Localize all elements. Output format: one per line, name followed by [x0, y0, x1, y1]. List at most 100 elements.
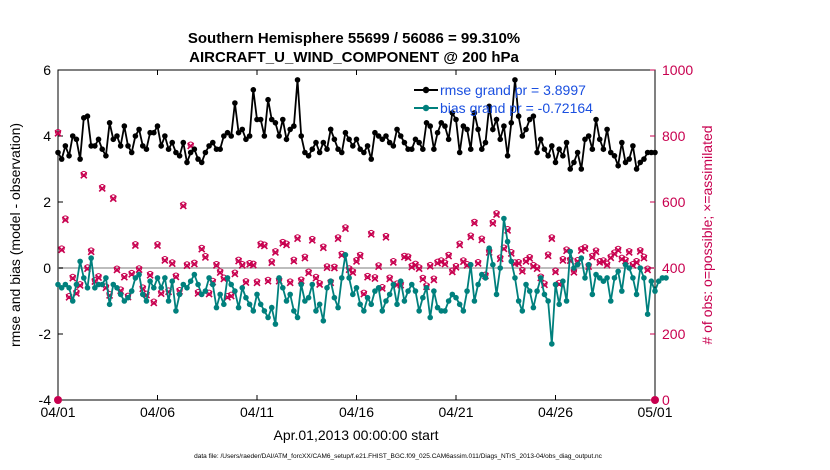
obs-possible-point — [62, 215, 69, 222]
obs-possible-point — [626, 248, 633, 255]
y-left-tick-label: -2 — [39, 326, 52, 342]
obs-assimilated-point — [308, 236, 316, 244]
obs-assimilated-point — [478, 236, 486, 244]
obs-assimilated-point — [135, 266, 143, 274]
y-left-tick-label: 6 — [43, 62, 51, 78]
rmse-point — [611, 153, 618, 159]
y-axis-right-label: # of obs: o=possible; ×=assimilated — [699, 125, 715, 344]
obs-assimilated-point — [636, 247, 644, 256]
rmse-point — [243, 136, 249, 143]
bias-point — [250, 308, 257, 314]
bias-point — [92, 285, 98, 291]
bias-point — [604, 275, 610, 281]
rmse-point — [162, 133, 168, 139]
rmse-point — [626, 156, 633, 162]
rmse-point — [493, 116, 500, 123]
obs-assimilated-point — [389, 258, 397, 266]
rmse-point — [467, 146, 474, 152]
bias-point — [619, 288, 625, 294]
bias-point — [515, 298, 522, 304]
rmse-point — [309, 146, 316, 152]
y-left-tick-label: -4 — [39, 392, 52, 408]
bias-point — [357, 301, 363, 308]
rmse-point — [526, 116, 533, 123]
bias-point — [563, 298, 570, 304]
obs-assimilated-point — [319, 244, 327, 252]
obs-assimilated-point — [349, 269, 357, 277]
rmse-point — [549, 143, 555, 149]
bias-point — [254, 291, 260, 298]
obs-possible-point — [290, 256, 297, 263]
bias-point — [383, 298, 389, 304]
rmse-point — [268, 116, 275, 123]
obs-possible-point — [416, 264, 423, 271]
obs-possible-point — [198, 244, 205, 251]
obs-assimilated-point — [382, 233, 390, 241]
obs-assimilated-point — [445, 252, 453, 260]
rmse-point — [128, 149, 135, 156]
bias-point — [217, 291, 223, 298]
rmse-point — [261, 133, 268, 139]
rmse-point — [420, 146, 426, 152]
bias-point — [386, 291, 393, 298]
rmse-point — [431, 146, 437, 152]
obs-possible-point — [272, 248, 279, 255]
rmse-point — [589, 146, 596, 152]
bias-point — [176, 291, 183, 298]
rmse-point — [316, 149, 323, 156]
obs-assimilated-point — [242, 278, 250, 287]
bias-point — [338, 275, 345, 281]
bias-point — [460, 308, 467, 314]
bias-point — [490, 261, 496, 268]
bias-point — [184, 285, 190, 291]
obs-possible-point — [607, 253, 614, 260]
footnote: data file: /Users/raeder/DAI/ATM_forcXX/… — [194, 453, 603, 460]
obs-possible-point — [386, 274, 393, 281]
bias-point — [523, 281, 529, 288]
rmse-point — [375, 133, 382, 139]
rmse-point — [195, 156, 201, 162]
bias-point — [368, 301, 375, 308]
obs-possible-point — [368, 229, 375, 237]
obs-possible-point — [342, 224, 349, 231]
rmse-point — [132, 133, 139, 139]
rmse-point — [412, 136, 419, 143]
obs-possible-point — [382, 232, 390, 240]
bias-point — [530, 304, 537, 311]
rmse-point — [313, 139, 319, 146]
bias-point — [519, 308, 526, 314]
obs-assimilated-point — [150, 299, 158, 307]
bias-point — [121, 298, 128, 304]
obs-possible-point — [371, 274, 379, 281]
obs-assimilated-point — [249, 261, 257, 269]
rmse-point — [114, 133, 120, 139]
obs-assimilated-point — [87, 248, 95, 256]
bias-point — [221, 301, 227, 308]
rmse-point — [187, 149, 194, 156]
obs-assimilated-point — [323, 264, 331, 272]
rmse-point — [490, 126, 496, 133]
bias-point — [243, 294, 249, 301]
bias-point — [132, 275, 139, 281]
x-tick-label: 04/06 — [140, 404, 175, 420]
rmse-point — [600, 146, 607, 152]
rmse-point — [84, 113, 91, 119]
obs-assimilated-point — [533, 265, 541, 273]
rmse-point — [136, 126, 142, 133]
bias-point — [350, 291, 356, 298]
rmse-point — [77, 156, 83, 162]
bias-point — [585, 261, 592, 268]
legend: rmse grand pr = 3.8997 bias grand pr = -… — [414, 82, 593, 116]
y-axis-left-ticks: -4 -2 0 2 4 6 — [39, 62, 63, 408]
rmse-point — [209, 139, 216, 146]
bias-point — [294, 314, 301, 321]
obs-possible-point — [559, 255, 566, 263]
bias-point — [549, 341, 555, 347]
obs-assimilated-point — [312, 274, 320, 282]
bias-point — [361, 308, 367, 314]
obs-possible-point — [228, 291, 235, 298]
bias-point — [478, 271, 485, 278]
obs-possible-point — [456, 240, 463, 247]
bias-point — [324, 285, 330, 291]
obs-assimilated-point — [153, 241, 162, 250]
